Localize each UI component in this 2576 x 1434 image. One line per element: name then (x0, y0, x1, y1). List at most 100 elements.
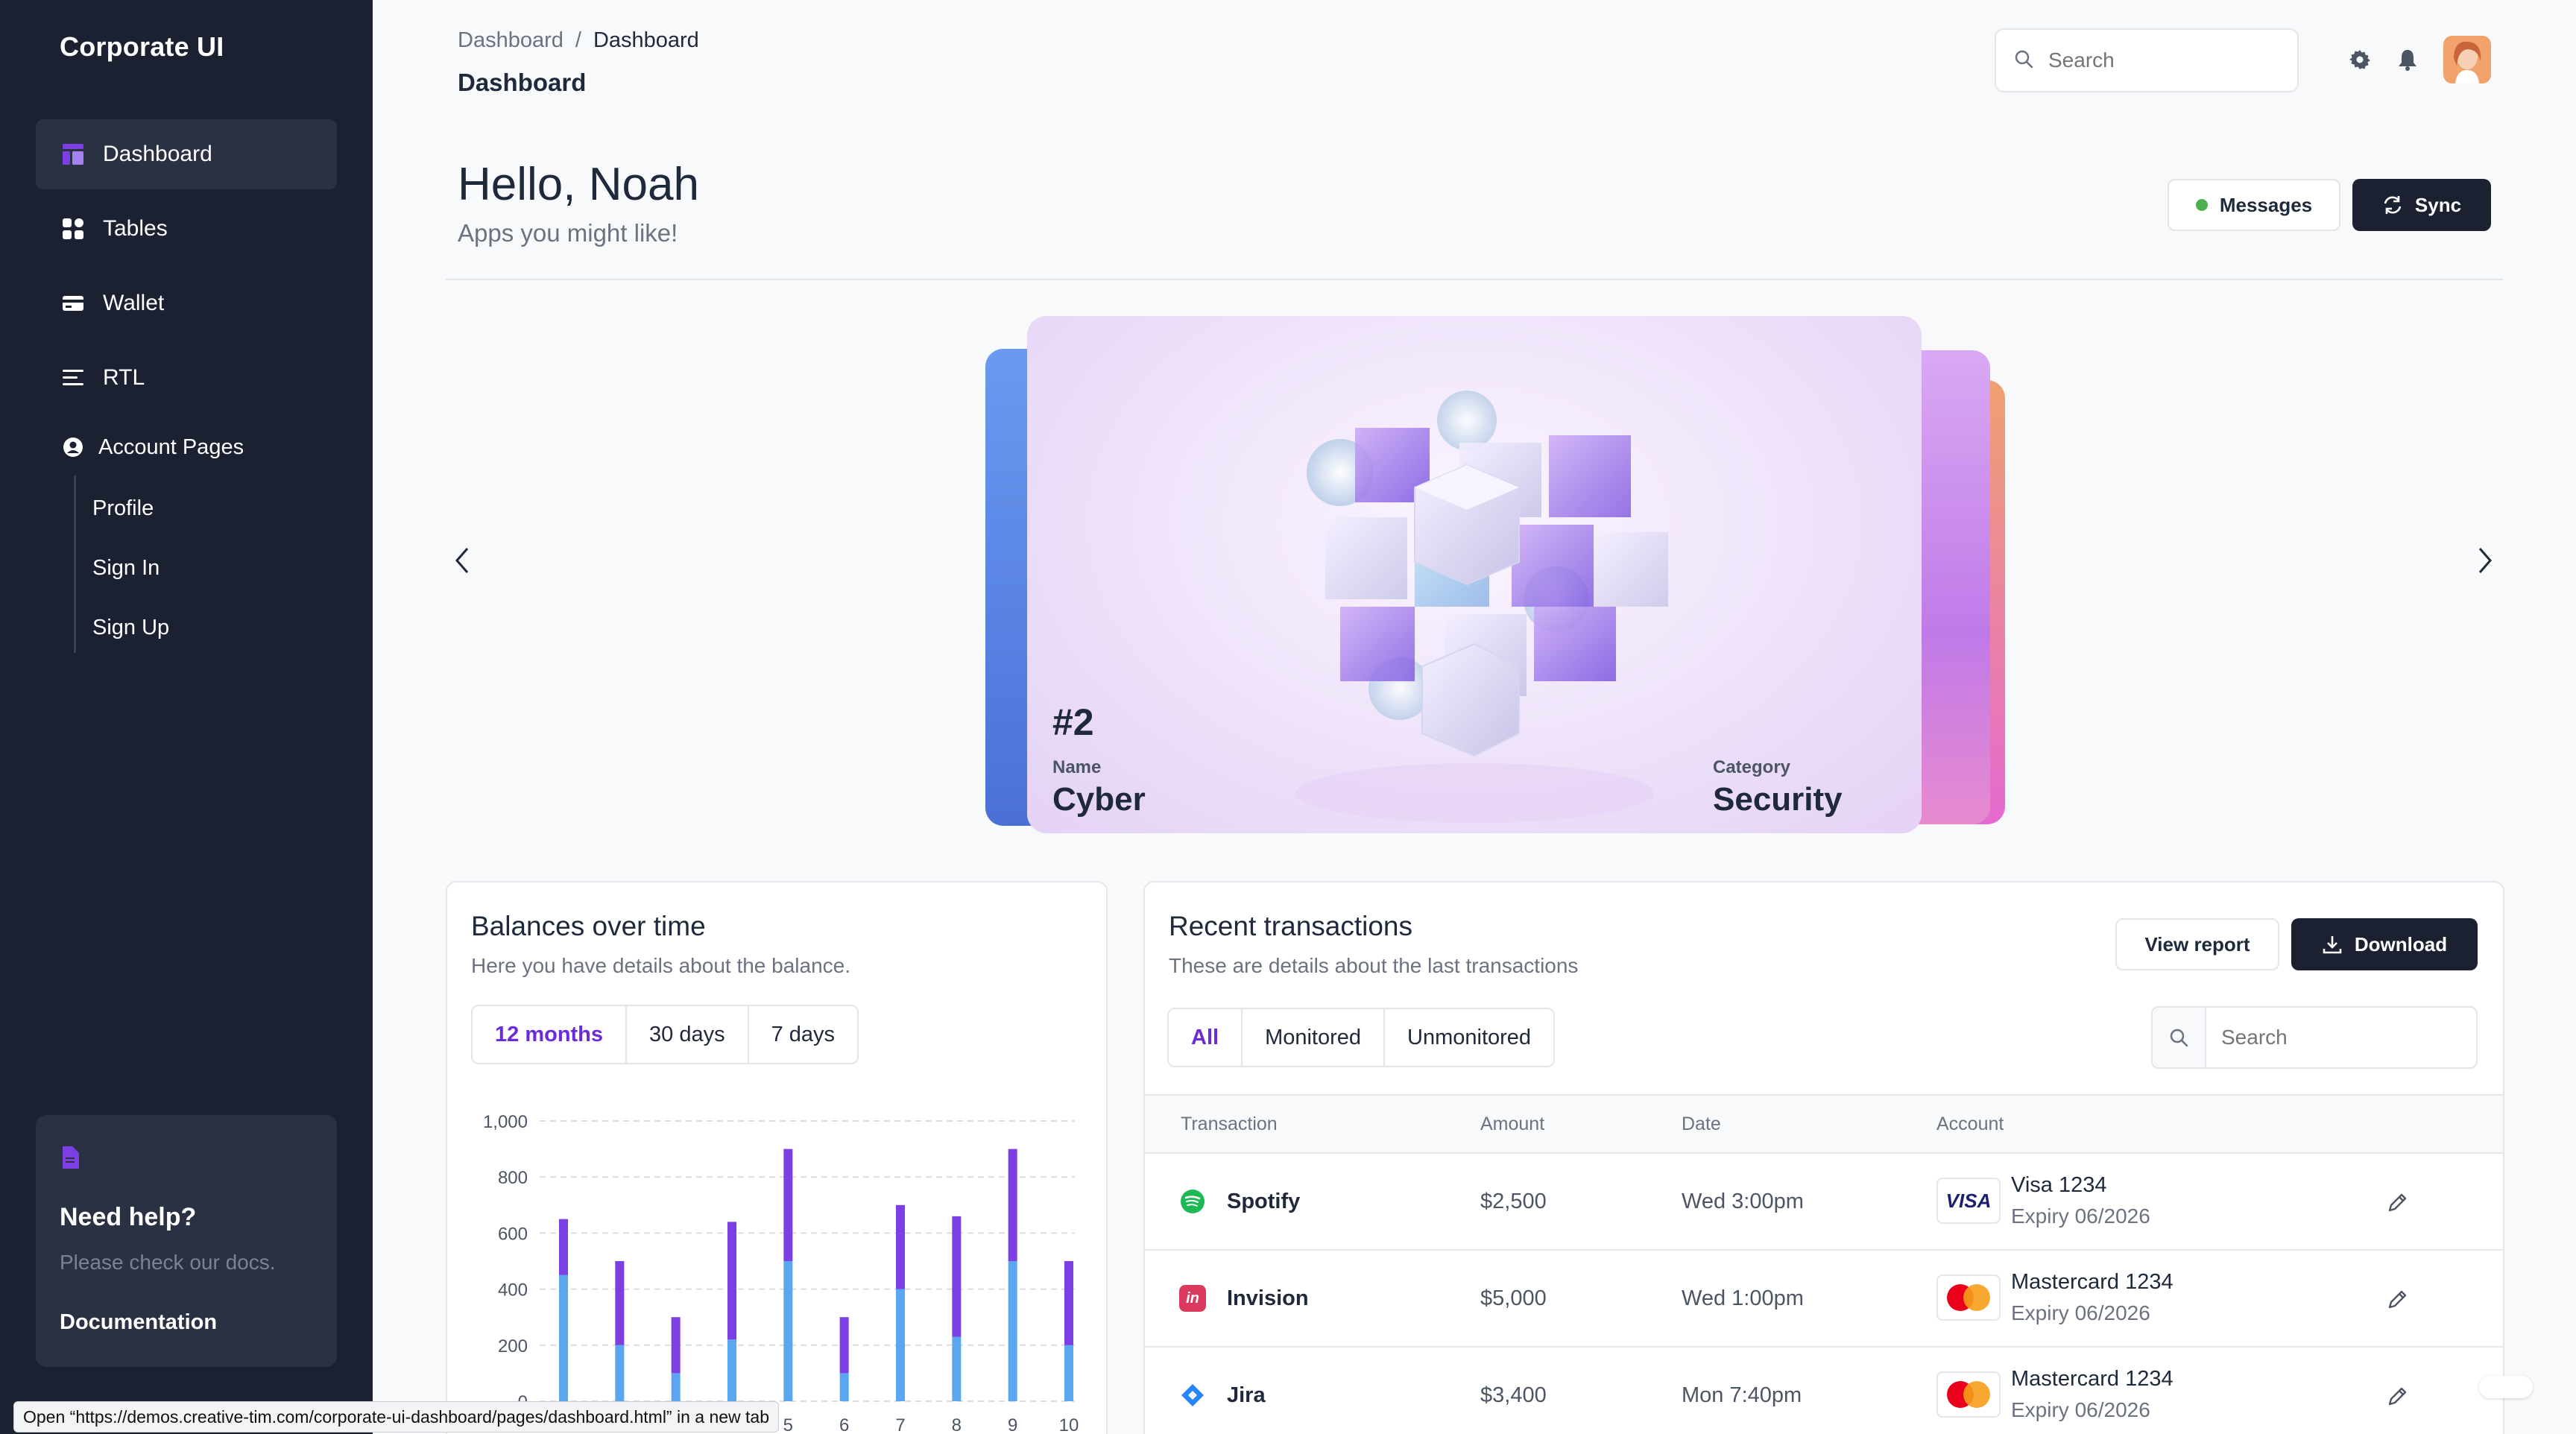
carousel-prev-button[interactable] (446, 546, 479, 578)
table-header (1145, 1094, 2503, 1154)
sidebar-item-label: RTL (103, 365, 145, 390)
bar-segment[interactable] (896, 1204, 905, 1289)
avatar[interactable] (2443, 36, 2491, 83)
transaction-name: Spotify (1227, 1190, 1301, 1213)
bar-segment[interactable] (783, 1149, 793, 1261)
transactions-search-input[interactable] (2221, 1026, 2445, 1049)
account-name: Visa 1234 (2011, 1173, 2107, 1197)
breadcrumb-separator: / (575, 28, 581, 52)
search-icon (2153, 1008, 2206, 1067)
range-30-days[interactable]: 30 days (627, 1006, 749, 1063)
bar-segment[interactable] (783, 1261, 793, 1401)
edit-icon[interactable] (2385, 1385, 2412, 1412)
mastercard-logo-icon (1936, 1275, 2001, 1321)
transaction-amount: $5,000 (1480, 1286, 1547, 1310)
rtl-icon (61, 366, 85, 390)
filter-unmonitored[interactable]: Unmonitored (1407, 1025, 1532, 1049)
help-text: Please check our docs. (60, 1251, 276, 1274)
edit-icon[interactable] (2385, 1288, 2412, 1315)
bar-segment[interactable] (1064, 1261, 1073, 1345)
bar-segment[interactable] (671, 1373, 681, 1401)
sidebar-item-rtl[interactable]: RTL (36, 343, 337, 413)
greeting-subtitle: Apps you might like! (458, 219, 678, 247)
breadcrumb: Dashboard / Dashboard (458, 28, 699, 53)
brand-logo[interactable]: Corporate UI (60, 31, 224, 62)
messages-button[interactable]: Messages (2168, 179, 2340, 231)
sidebar-item-account-pages[interactable]: Account Pages (63, 435, 244, 460)
tables-icon (61, 217, 85, 241)
y-tick-label: 800 (498, 1168, 528, 1188)
sidebar-item-label: Dashboard (103, 142, 212, 166)
column-header-account: Account (1936, 1114, 2004, 1134)
wallet-icon (61, 291, 85, 315)
filter-monitored[interactable]: Monitored (1243, 1009, 1386, 1066)
bar-segment[interactable] (839, 1373, 849, 1401)
bar-segment[interactable] (1064, 1345, 1073, 1401)
bar-segment[interactable] (727, 1339, 736, 1401)
y-tick-label: 1,000 (483, 1112, 528, 1132)
bar-segment[interactable] (839, 1317, 849, 1374)
cube-illustration (1295, 391, 1668, 823)
sidebar-item-label: Wallet (103, 291, 165, 315)
range-12-months[interactable]: 12 months (473, 1006, 628, 1063)
x-tick-label: 6 (839, 1415, 849, 1434)
gear-icon[interactable] (2346, 46, 2373, 73)
column-header-amount: Amount (1480, 1114, 1545, 1134)
messages-label: Messages (2219, 193, 2313, 216)
range-7-days[interactable]: 7 days (771, 1022, 836, 1046)
edit-icon[interactable] (2385, 1191, 2412, 1218)
card-name-value: Cyber (1052, 781, 1146, 818)
sidebar-item-dashboard[interactable]: Dashboard (36, 119, 337, 189)
account-name: Mastercard 1234 (2011, 1270, 2174, 1294)
refresh-icon (2382, 195, 2403, 215)
greeting-title: Hello, Noah (458, 159, 699, 210)
transaction-amount: $2,500 (1480, 1190, 1547, 1213)
account-pages-label: Account Pages (98, 435, 244, 459)
sync-label: Sync (2414, 193, 2462, 216)
x-tick-label: 5 (783, 1415, 793, 1434)
bell-icon[interactable] (2394, 46, 2421, 73)
download-button[interactable]: Download (2291, 918, 2478, 970)
transaction-name: Invision (1227, 1286, 1309, 1310)
bar-segment[interactable] (896, 1289, 905, 1401)
bar-segment[interactable] (727, 1222, 736, 1340)
carousel-card[interactable]: #2 Name Cyber Category Security (1027, 316, 1922, 833)
transaction-amount: $3,400 (1480, 1383, 1547, 1407)
carousel-next-button[interactable] (2469, 546, 2501, 578)
bar-segment[interactable] (671, 1317, 681, 1374)
x-tick-label: 8 (952, 1415, 962, 1434)
bar-segment[interactable] (615, 1261, 625, 1345)
submenu-line (74, 476, 76, 653)
documentation-link[interactable]: Documentation (60, 1310, 218, 1334)
help-card: Need help? Please check our docs. Docume… (36, 1115, 337, 1367)
card-category-value: Security (1713, 781, 1843, 818)
search-input[interactable] (2048, 48, 2272, 72)
bar-segment[interactable] (1008, 1261, 1017, 1401)
sidebar-item-profile[interactable]: Profile (92, 496, 154, 520)
bar-segment[interactable] (952, 1336, 962, 1401)
bar-segment[interactable] (1008, 1149, 1017, 1261)
sidebar-item-tables[interactable]: Tables (36, 194, 337, 264)
balances-title: Balances over time (471, 911, 706, 941)
mastercard-logo-icon (1936, 1371, 2001, 1418)
breadcrumb-item[interactable]: Dashboard (458, 28, 564, 52)
transactions-search[interactable] (2151, 1006, 2478, 1069)
sync-button[interactable]: Sync (2352, 179, 2491, 231)
view-report-button[interactable]: View report (2115, 918, 2279, 970)
balances-bar-chart: 1,000800600400200012345678910 (483, 1112, 1079, 1434)
transaction-date: Wed 3:00pm (1682, 1190, 1804, 1213)
sidebar-item-sign-in[interactable]: Sign In (92, 556, 160, 580)
bar-segment[interactable] (559, 1275, 568, 1401)
bar-segment[interactable] (559, 1219, 568, 1275)
bar-segment[interactable] (952, 1216, 962, 1337)
filter-all[interactable]: All (1169, 1009, 1243, 1066)
chevron-left-icon (454, 547, 470, 578)
scroll-indicator[interactable] (2479, 1376, 2533, 1398)
y-tick-label: 200 (498, 1336, 528, 1356)
bar-segment[interactable] (615, 1345, 625, 1401)
carousel-card-next[interactable] (1908, 350, 1990, 824)
sidebar-item-wallet[interactable]: Wallet (36, 268, 337, 338)
sidebar-item-sign-up[interactable]: Sign Up (92, 616, 170, 639)
search-box[interactable] (1995, 28, 2299, 92)
